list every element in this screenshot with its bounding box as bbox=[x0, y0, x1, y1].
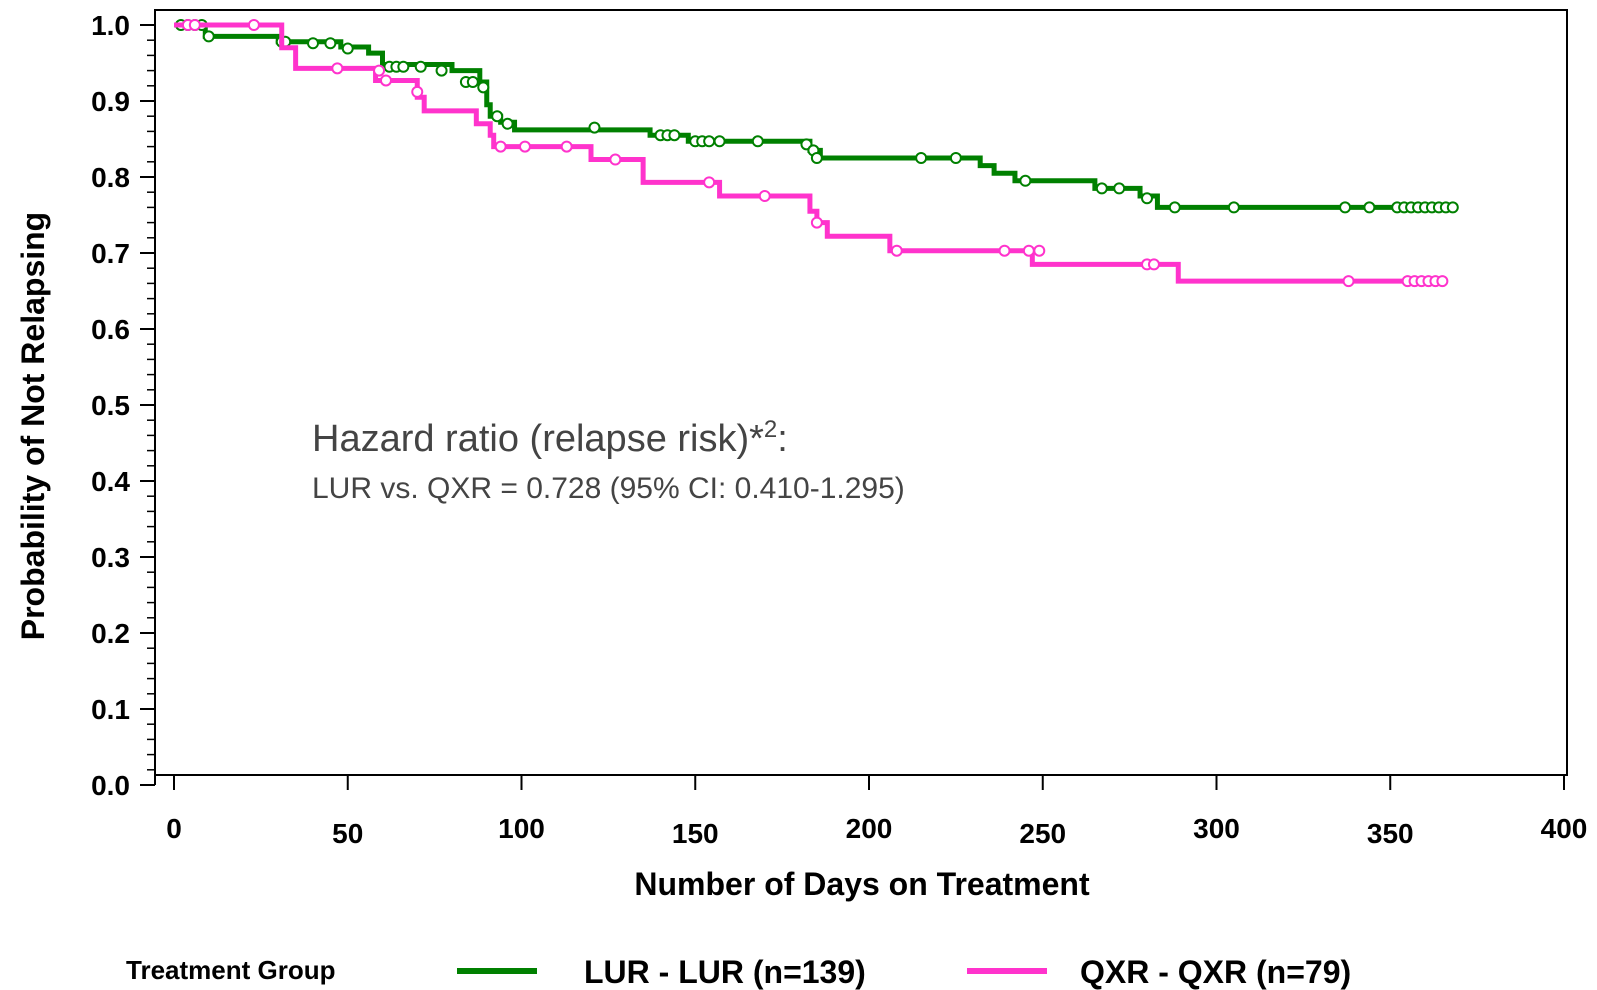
censor-marker bbox=[812, 153, 822, 163]
legend-title: Treatment Group bbox=[126, 955, 335, 985]
censor-marker bbox=[1170, 202, 1180, 212]
censor-marker bbox=[589, 123, 599, 133]
censor-marker bbox=[1229, 202, 1239, 212]
y-tick-label: 0.9 bbox=[91, 86, 130, 117]
censor-marker bbox=[812, 218, 822, 228]
y-tick-label: 0.5 bbox=[91, 390, 130, 421]
censor-marker bbox=[1142, 193, 1152, 203]
y-tick-label: 0.3 bbox=[91, 542, 130, 573]
censor-marker bbox=[1097, 183, 1107, 193]
censor-marker bbox=[1364, 202, 1374, 212]
x-tick-label: 100 bbox=[498, 813, 545, 844]
censor-marker bbox=[892, 246, 902, 256]
legend-label-qxr: QXR - QXR (n=79) bbox=[1080, 954, 1351, 990]
x-axis-title: Number of Days on Treatment bbox=[634, 866, 1090, 902]
y-tick-label: 0.2 bbox=[91, 618, 130, 649]
censor-marker bbox=[704, 177, 714, 187]
x-tick-label: 200 bbox=[846, 813, 893, 844]
series-0 bbox=[174, 20, 1458, 212]
legend: Treatment Group LUR - LUR (n=139) QXR - … bbox=[126, 954, 1351, 990]
annotation-line-2: LUR vs. QXR = 0.728 (95% CI: 0.410-1.295… bbox=[312, 472, 905, 505]
censor-marker bbox=[1448, 202, 1458, 212]
censor-marker bbox=[204, 31, 214, 41]
censor-marker bbox=[520, 142, 530, 152]
annotation-superscript: 2 bbox=[764, 416, 777, 443]
x-axis: 0 50 100 150 200 250 300 350 400 bbox=[166, 775, 1587, 849]
x-tick-label: 350 bbox=[1367, 818, 1414, 849]
censor-marker bbox=[1437, 276, 1447, 286]
y-axis-title: Probability of Not Relapsing bbox=[15, 212, 51, 640]
annotation-line-1-text: Hazard ratio (relapse risk)* bbox=[312, 418, 764, 460]
series-line bbox=[174, 25, 1456, 207]
y-axis: 0.0 0.1 0.2 0.3 0.4 0.5 0.6 0.7 0.8 0.9 1.0 bbox=[91, 10, 155, 801]
censor-marker bbox=[753, 136, 763, 146]
annotation-colon: : bbox=[777, 418, 788, 460]
censor-marker bbox=[374, 66, 384, 76]
legend-label-lur: LUR - LUR (n=139) bbox=[584, 954, 866, 990]
censor-marker bbox=[398, 62, 408, 72]
censor-marker bbox=[669, 130, 679, 140]
censor-marker bbox=[325, 38, 335, 48]
censor-marker bbox=[412, 87, 422, 97]
censor-marker bbox=[478, 82, 488, 92]
censor-marker bbox=[496, 142, 506, 152]
censor-marker bbox=[1149, 259, 1159, 269]
censor-marker bbox=[381, 75, 391, 85]
censor-marker bbox=[610, 155, 620, 165]
x-tick-label: 300 bbox=[1193, 813, 1240, 844]
y-tick-label: 0.7 bbox=[91, 238, 130, 269]
censor-marker bbox=[1034, 246, 1044, 256]
censor-marker bbox=[1020, 176, 1030, 186]
x-tick-label: 400 bbox=[1541, 813, 1588, 844]
censor-marker bbox=[1344, 276, 1354, 286]
annotation-line-1: Hazard ratio (relapse risk)*2: bbox=[312, 416, 788, 460]
censor-marker bbox=[1024, 246, 1034, 256]
censor-marker bbox=[760, 191, 770, 201]
censor-marker bbox=[916, 153, 926, 163]
censor-marker bbox=[492, 111, 502, 121]
censor-marker bbox=[1000, 246, 1010, 256]
censor-marker bbox=[332, 63, 342, 73]
censor-marker bbox=[704, 136, 714, 146]
censor-marker bbox=[715, 136, 725, 146]
x-tick-label: 50 bbox=[332, 818, 363, 849]
series-layer bbox=[174, 20, 1458, 286]
censor-marker bbox=[308, 38, 318, 48]
x-tick-label: 0 bbox=[166, 813, 182, 844]
hazard-annotation: Hazard ratio (relapse risk)*2: LUR vs. Q… bbox=[312, 416, 905, 505]
y-tick-label: 1.0 bbox=[91, 10, 130, 41]
censor-marker bbox=[503, 119, 513, 129]
y-tick-label: 0.8 bbox=[91, 162, 130, 193]
censor-marker bbox=[1114, 183, 1124, 193]
censor-marker bbox=[343, 44, 353, 54]
censor-marker bbox=[1340, 202, 1350, 212]
censor-marker bbox=[416, 62, 426, 72]
censor-marker bbox=[437, 66, 447, 76]
x-tick-label: 250 bbox=[1019, 818, 1066, 849]
x-tick-label: 150 bbox=[672, 818, 719, 849]
y-tick-label: 0.6 bbox=[91, 314, 130, 345]
censor-marker bbox=[468, 77, 478, 87]
y-tick-label: 0.1 bbox=[91, 694, 130, 725]
censor-marker bbox=[951, 153, 961, 163]
plot-frame bbox=[155, 10, 1567, 775]
y-tick-label: 0.0 bbox=[91, 770, 130, 801]
censor-marker bbox=[190, 20, 200, 30]
censor-marker bbox=[249, 20, 259, 30]
censor-marker bbox=[562, 142, 572, 152]
y-tick-label: 0.4 bbox=[91, 466, 130, 497]
